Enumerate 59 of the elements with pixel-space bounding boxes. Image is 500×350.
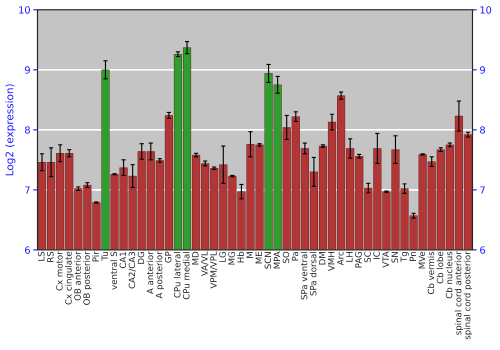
x-tick-label: ventral S: [110, 252, 118, 290]
x-tick-label: Cb lobe: [436, 252, 444, 284]
x-tick-label: CPu medial: [182, 252, 190, 300]
y2-tick-label: 6: [480, 246, 486, 254]
y2-tick-label: 10: [480, 6, 492, 14]
x-tick-label: DM: [319, 252, 326, 265]
x-tick-label: CPu lateral: [174, 252, 180, 298]
x-tick-label: MVe: [418, 252, 426, 268]
x-tick-label: Tg: [400, 252, 409, 262]
x-tick-label: LH: [346, 252, 353, 262]
x-tick-label: A posterior: [156, 251, 164, 298]
x-tick-label: Cb vermis: [428, 252, 434, 294]
y-tick-label: 6: [25, 246, 30, 254]
x-tick-label: SO: [282, 252, 290, 263]
x-tick-label: MG: [228, 252, 235, 265]
y-tick-label: 10: [19, 6, 30, 14]
y-axis-title: Log2 (expression): [5, 84, 16, 176]
x-tick-label: PAG: [355, 252, 362, 268]
x-tick-label: VPM/VPL: [210, 251, 218, 289]
x-tick-label: OB posterior: [83, 251, 92, 305]
x-tick-label: VTA: [382, 251, 389, 268]
x-tick-label: DG: [138, 252, 144, 264]
x-tick-label: OB anterior: [74, 251, 81, 300]
y2-tick-label: 7: [480, 186, 485, 194]
x-tick-label: SCN: [264, 252, 272, 269]
x-tick-label: LS: [38, 252, 45, 261]
x-tick-label: MD: [192, 252, 198, 265]
x-tick-label: ME: [256, 252, 262, 264]
x-tick-label: Hb: [237, 252, 244, 262]
x-tick-label: spinal cord anterior: [454, 251, 464, 335]
x-tick-label: CA1: [120, 252, 126, 268]
x-tick-label: Cx motor: [56, 251, 63, 290]
x-tick-label: M: [246, 252, 253, 258]
x-tick-label: IC: [373, 252, 380, 259]
x-tick-label: SPa ventral: [300, 252, 308, 300]
x-tick-label: LG: [219, 252, 226, 262]
x-tick-label: RS: [47, 252, 54, 262]
y-tick-label: 9: [24, 66, 30, 74]
x-tick-label: Pir: [92, 251, 99, 262]
x-tick-label: spinal cord posterior: [464, 251, 472, 340]
y2-tick-label: 8: [480, 126, 485, 134]
x-tick-label: CA2/CA3: [128, 252, 136, 288]
x-tick-label: GP: [164, 252, 172, 263]
x-tick-label: Pn: [410, 252, 416, 261]
x-tick-label: SN: [391, 252, 398, 263]
y2-tick-label: 9: [480, 66, 485, 74]
x-tick-label: Arc: [337, 252, 344, 266]
x-tick-label: MPA: [274, 251, 280, 268]
x-tick-label: Tu: [102, 252, 108, 261]
x-tick-label: Cx cingulate: [65, 252, 74, 305]
y-tick-label: 8: [25, 126, 30, 134]
x-tick-label: VA/VL: [201, 251, 208, 276]
x-tick-label: A anterior: [146, 251, 154, 294]
x-tick-label: Cb nucleus: [446, 252, 452, 298]
y-tick-label: 7: [25, 186, 30, 194]
x-tick-label: Pa: [292, 252, 298, 261]
x-tick-label: SPa dorsal: [310, 252, 316, 296]
x-tick-label: VMH: [328, 252, 334, 272]
x-tick-label: SC: [364, 252, 371, 262]
